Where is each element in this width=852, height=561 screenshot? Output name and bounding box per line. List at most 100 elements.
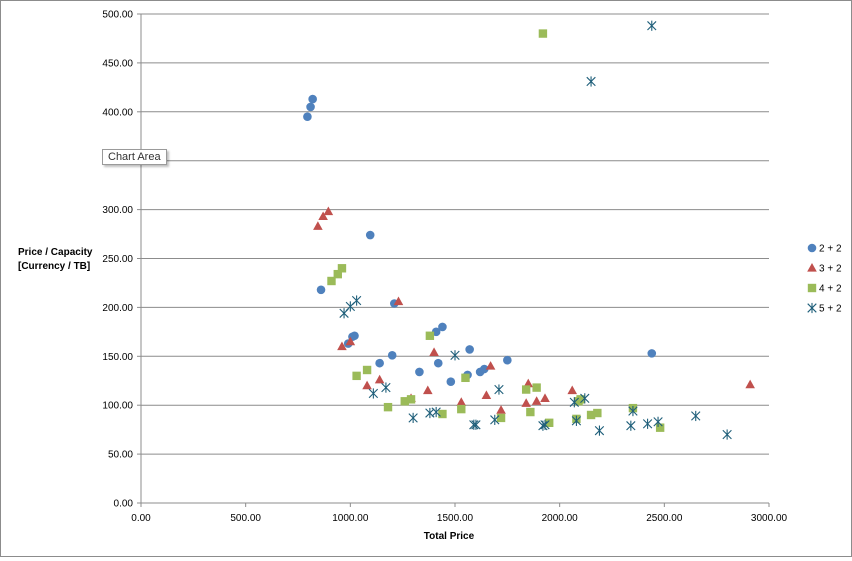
x-axis-title: Total Price — [424, 531, 475, 542]
series-2-point[interactable] — [362, 380, 372, 390]
x-tick-labels: 0.00 500.00 1000.00 1500.00 2000.00 2500.00 30… — [131, 513, 787, 524]
data-points[interactable] — [303, 20, 755, 440]
series-2-point[interactable] — [481, 390, 492, 400]
series-4-point[interactable] — [351, 295, 362, 306]
series-4-point[interactable] — [653, 416, 663, 427]
series-1-point[interactable] — [480, 364, 489, 374]
series-1-point[interactable] — [415, 367, 424, 377]
series-1-point[interactable] — [647, 349, 657, 358]
series-2-point[interactable] — [456, 397, 467, 406]
series-3-point[interactable] — [383, 402, 393, 412]
series-2-point[interactable] — [540, 393, 550, 402]
series-2-point[interactable] — [374, 374, 385, 384]
series-1-point[interactable] — [503, 355, 512, 365]
series-2-point[interactable] — [337, 341, 347, 351]
series-4-point[interactable] — [647, 20, 657, 31]
series-4-point[interactable] — [594, 425, 605, 436]
series-1-point[interactable] — [438, 322, 447, 332]
series-3-point[interactable] — [406, 395, 416, 404]
series-2-point[interactable] — [745, 379, 755, 389]
series-1-point[interactable] — [433, 358, 443, 368]
series-4-point[interactable] — [345, 301, 356, 312]
series-4-point[interactable] — [540, 419, 550, 430]
series-4-point[interactable] — [626, 420, 636, 431]
series-3-point[interactable] — [337, 264, 347, 273]
legend-item[interactable]: 2 + 2 — [807, 243, 842, 255]
legend-item[interactable]: 3 + 2 — [807, 263, 842, 275]
series-2-point[interactable] — [345, 336, 356, 346]
series-1-point[interactable] — [387, 351, 397, 360]
legend[interactable]: 2 + 2 3 + 2 4 + 2 5 + 2 — [807, 244, 842, 315]
series-3-point[interactable] — [362, 365, 372, 375]
series-4-point[interactable] — [431, 406, 441, 418]
series-4-point[interactable] — [628, 405, 638, 417]
series-2-point[interactable] — [318, 211, 328, 221]
series-3-point[interactable] — [333, 269, 342, 279]
series-1-point[interactable] — [446, 377, 456, 387]
series-2-point[interactable] — [496, 405, 506, 414]
series-2-point[interactable] — [531, 396, 542, 405]
chart-area-tooltip: Chart Area — [102, 149, 167, 165]
series-3-point[interactable] — [461, 373, 470, 383]
series-3-point[interactable] — [576, 395, 585, 404]
series-1-point[interactable] — [316, 285, 326, 295]
series-3-point[interactable] — [545, 418, 554, 428]
series-4-point[interactable] — [569, 397, 580, 408]
series-1-point[interactable] — [365, 230, 375, 240]
legend-marker-icon[interactable] — [807, 302, 817, 314]
series-4-point[interactable] — [494, 384, 504, 395]
y-tick-label: 500.00 — [102, 10, 133, 21]
series-4-point[interactable] — [571, 415, 582, 426]
series-3-point[interactable] — [400, 397, 409, 406]
series-4-point[interactable] — [586, 76, 596, 87]
series-4-point[interactable] — [450, 350, 460, 361]
series-3-point[interactable] — [538, 29, 548, 38]
series-1-point[interactable] — [375, 358, 384, 368]
series-4-point[interactable] — [642, 418, 653, 429]
series-2-point[interactable] — [323, 206, 334, 216]
series-1-point[interactable] — [465, 345, 474, 354]
x-tick-label: 1500.00 — [437, 513, 474, 524]
series-4-point[interactable] — [408, 412, 418, 424]
series-1-point[interactable] — [306, 102, 315, 112]
series-4-point[interactable] — [368, 388, 379, 399]
series-4-point[interactable] — [580, 393, 590, 404]
series-1-point[interactable] — [308, 94, 317, 104]
legend-item[interactable]: 4 + 2 — [807, 283, 842, 295]
series-2-point[interactable] — [313, 221, 323, 230]
series-2-point[interactable] — [567, 385, 578, 395]
series-2-point[interactable] — [393, 296, 404, 306]
series-2-point[interactable] — [485, 361, 496, 370]
series-3-point[interactable] — [655, 423, 665, 432]
legend-marker-icon[interactable] — [807, 283, 817, 293]
series-4-point[interactable] — [471, 419, 481, 430]
series-4-point[interactable] — [469, 419, 479, 430]
series-3-point[interactable] — [352, 371, 361, 381]
series-1-point[interactable] — [350, 331, 359, 341]
series-3-point[interactable] — [532, 383, 541, 392]
legend-marker-icon[interactable] — [807, 263, 817, 272]
series-3-point[interactable] — [496, 413, 506, 423]
series-4-point[interactable] — [490, 414, 500, 425]
series-4-point[interactable] — [722, 429, 732, 440]
series-2-point[interactable] — [422, 385, 433, 395]
series-4-point[interactable] — [381, 382, 391, 393]
series-4-point[interactable] — [691, 410, 701, 422]
series-3-point[interactable] — [425, 331, 435, 340]
y-tick-labels: 0.0050.00100.00150.00200.00250.00300.003… — [102, 10, 133, 510]
legend-marker-icon[interactable] — [807, 243, 817, 253]
series-3-point[interactable] — [593, 408, 602, 418]
series-2-point[interactable] — [521, 398, 531, 407]
series-3-point[interactable] — [526, 407, 535, 417]
series-3-point[interactable] — [438, 409, 447, 419]
series-2-point[interactable] — [523, 378, 534, 388]
series-3-point[interactable] — [457, 404, 466, 414]
series-3-point[interactable] — [586, 410, 596, 420]
series-2-point[interactable] — [429, 347, 439, 356]
series-3-point[interactable] — [327, 276, 336, 286]
legend-item[interactable]: 5 + 2 — [807, 302, 842, 315]
series-1-point[interactable] — [303, 112, 312, 121]
series-3-point[interactable] — [521, 385, 531, 394]
